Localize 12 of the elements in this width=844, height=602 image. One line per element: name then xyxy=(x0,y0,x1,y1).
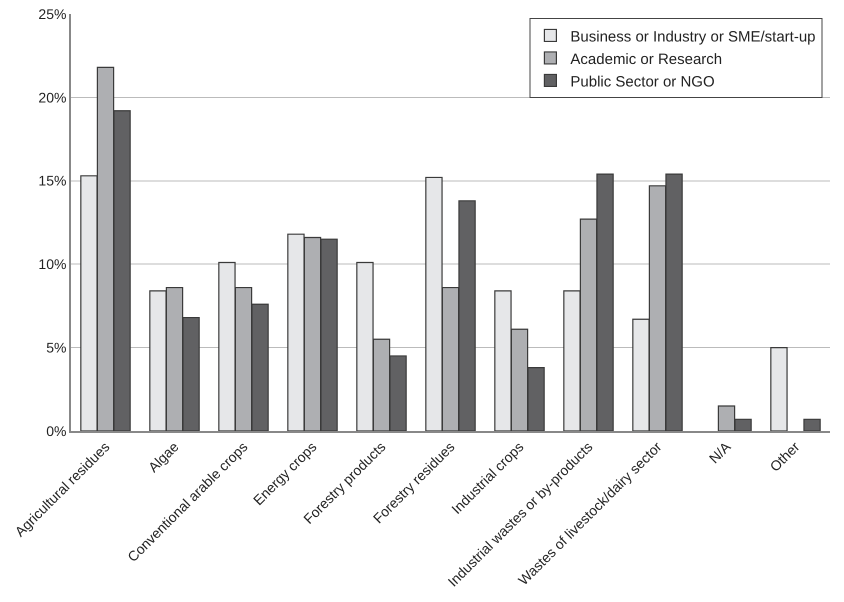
y-tick-label: 0% xyxy=(46,422,66,439)
bar xyxy=(770,347,788,431)
x-tick-label: N/A xyxy=(706,438,734,466)
y-tick-label: 10% xyxy=(38,256,66,272)
y-tick-label: 15% xyxy=(38,172,66,189)
bar xyxy=(803,418,821,431)
y-tick-label: 5% xyxy=(46,340,66,356)
legend-label: Business or Industry or SME/start-up xyxy=(570,28,816,46)
y-tick-label: 25% xyxy=(38,6,66,22)
y-tick-label: 20% xyxy=(38,89,66,106)
legend-label: Academic or Research xyxy=(570,50,722,68)
legend-label: Public Sector or NGO xyxy=(570,73,715,90)
